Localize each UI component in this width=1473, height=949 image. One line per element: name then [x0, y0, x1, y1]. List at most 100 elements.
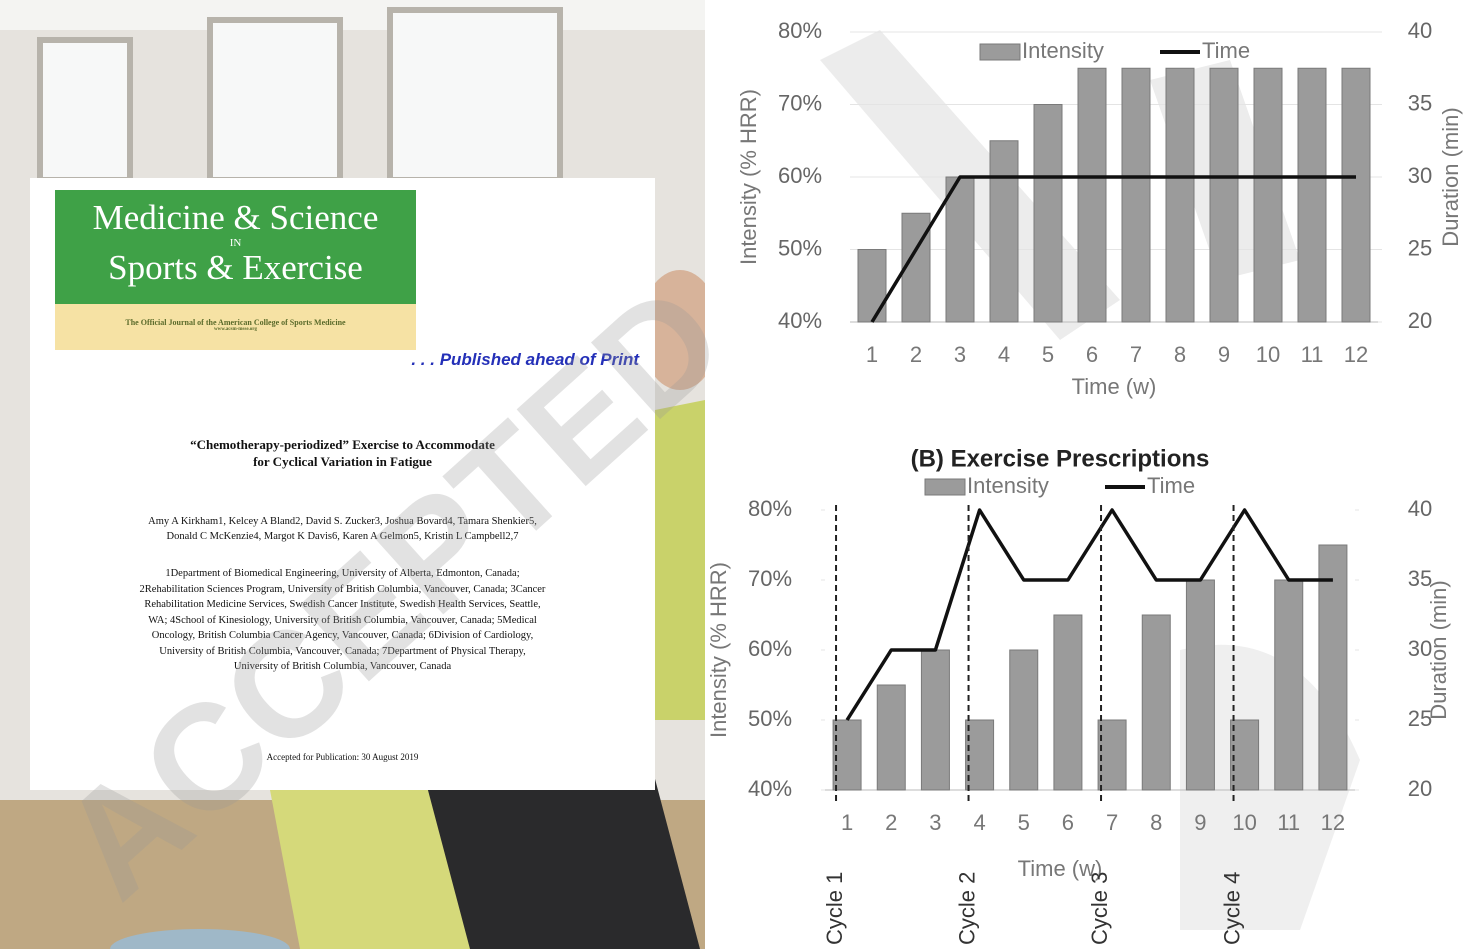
- legend-label: Time: [1202, 38, 1250, 63]
- bar: [1297, 67, 1327, 323]
- x-tick-label: 1: [866, 342, 878, 367]
- legend-swatch: [924, 478, 966, 496]
- bar: [965, 719, 995, 791]
- text-line: University of British Columbia, Vancouve…: [233, 661, 452, 672]
- y2-tick-label: 25: [1408, 706, 1432, 731]
- text-line: Oncology, British Columbia Cancer Agency…: [151, 630, 534, 641]
- legend-label: Time: [1147, 473, 1195, 498]
- bar: [1121, 67, 1151, 323]
- y-tick-label: 40%: [778, 308, 822, 333]
- y2-tick-label: 30: [1408, 636, 1432, 661]
- x-tick-label: 11: [1301, 342, 1324, 367]
- x-tick-label: 3: [929, 810, 941, 835]
- watermark: ACCEPTED: [29, 252, 755, 929]
- bar: [945, 176, 975, 323]
- x-tick-label: 2: [885, 810, 897, 835]
- journal-name: IN: [229, 237, 242, 249]
- bar: [1185, 579, 1215, 791]
- x-tick-label: 8: [1174, 342, 1186, 367]
- y-tick-label: 80%: [778, 18, 822, 43]
- y2-axis-label: Duration (min): [1426, 580, 1451, 719]
- journal-banner: Medicine & Science IN Sports & Exercise: [55, 190, 416, 304]
- x-tick-label: 10: [1256, 342, 1280, 367]
- bar: [1033, 104, 1063, 323]
- x-tick-label: 5: [1042, 342, 1054, 367]
- bar: [832, 719, 862, 791]
- y-axis-label: Intensity (% HRR): [736, 89, 761, 265]
- bar: [1141, 614, 1171, 791]
- bar: [876, 684, 906, 791]
- y2-tick-label: 20: [1408, 308, 1432, 333]
- text-line: 2Rehabilitation Sciences Program, Univer…: [139, 583, 546, 595]
- text-line: Amy A Kirkham1, Kelcey A Bland2, David S…: [148, 516, 537, 527]
- y2-tick-label: 35: [1408, 90, 1432, 115]
- x-tick-label: 2: [910, 342, 922, 367]
- x-axis-label: Time (w): [1072, 374, 1157, 399]
- person-head: [640, 270, 720, 390]
- y2-tick-label: 40: [1408, 496, 1432, 521]
- bar: [989, 140, 1019, 323]
- x-tick-label: 11: [1277, 810, 1300, 835]
- text-line: WA; 4School of Kinesiology, University o…: [148, 614, 537, 626]
- watermark-shape: [1180, 644, 1360, 930]
- y2-tick-label: 30: [1408, 163, 1432, 188]
- y2-tick-label: 20: [1408, 776, 1432, 801]
- x-tick-label: 9: [1218, 342, 1230, 367]
- x-tick-label: 7: [1130, 342, 1142, 367]
- ceiling: [0, 0, 710, 30]
- bar: [1165, 67, 1195, 323]
- y-tick-label: 40%: [748, 776, 792, 801]
- y-tick-label: 60%: [748, 636, 792, 661]
- authors: Amy A Kirkham1, Kelcey A Bland2, David S…: [30, 514, 655, 544]
- cycle-label: Cycle 4: [1219, 872, 1244, 945]
- journal-name: Medicine & Science: [92, 198, 379, 237]
- tagline: The Official Journal of the American Col…: [125, 318, 346, 327]
- x-axis-label: Time (w): [1018, 856, 1103, 881]
- cycle-label: Cycle 1: [822, 872, 847, 945]
- x-tick-label: 9: [1194, 810, 1206, 835]
- status: . . . Published ahead of Print: [411, 350, 639, 369]
- article-title: “Chemotherapy-periodized” Exercise to Ac…: [30, 436, 655, 470]
- x-tick-label: 12: [1344, 342, 1368, 367]
- y-tick-label: 70%: [778, 90, 822, 115]
- y-tick-label: 50%: [748, 706, 792, 731]
- x-tick-label: 3: [954, 342, 966, 367]
- ball: [110, 929, 290, 949]
- x-tick-label: 7: [1106, 810, 1118, 835]
- y2-tick-label: 35: [1408, 566, 1432, 591]
- bar: [1209, 67, 1239, 323]
- legend-label: Intensity: [967, 473, 1049, 498]
- x-tick-label: 6: [1086, 342, 1098, 367]
- accepted-date: Accepted for Publication: 30 August 2019: [266, 752, 419, 762]
- x-tick-label: 1: [841, 810, 853, 835]
- bar: [1077, 67, 1107, 323]
- bar: [1230, 719, 1260, 791]
- window: [207, 17, 343, 183]
- bar: [857, 249, 887, 323]
- affiliations: 1Department of Biomedical Engineering, U…: [30, 566, 655, 675]
- x-tick-label: 6: [1062, 810, 1074, 835]
- x-tick-label: 4: [973, 810, 985, 835]
- x-tick-label: 12: [1321, 810, 1345, 835]
- person-legs: [420, 760, 700, 949]
- x-tick-label: 8: [1150, 810, 1162, 835]
- line: [870, 175, 1356, 323]
- journal-name: Sports & Exercise: [108, 248, 363, 287]
- y2-tick-label: 40: [1408, 18, 1432, 43]
- text-line: “Chemotherapy-periodized” Exercise to Ac…: [190, 437, 495, 452]
- person-shirt: [655, 400, 705, 720]
- chart-title: (B) Exercise Prescriptions: [911, 445, 1210, 472]
- legend-label: Intensity: [1022, 38, 1104, 63]
- bar: [1253, 67, 1283, 323]
- text-line: for Cyclical Variation in Fatigue: [253, 454, 432, 469]
- y2-axis-label: Duration (min): [1438, 107, 1463, 246]
- text-line: 1Department of Biomedical Engineering, U…: [165, 568, 520, 579]
- bar: [1318, 544, 1348, 791]
- line: [845, 508, 1333, 721]
- journal-cover: Medicine & Science IN Sports & Exercise …: [30, 178, 655, 790]
- window: [387, 7, 563, 183]
- x-tick-label: 5: [1018, 810, 1030, 835]
- cycle-label: Cycle 2: [954, 872, 979, 945]
- text-line: University of British Columbia, Vancouve…: [159, 645, 526, 657]
- journal-strip: The Official Journal of the American Col…: [55, 304, 416, 350]
